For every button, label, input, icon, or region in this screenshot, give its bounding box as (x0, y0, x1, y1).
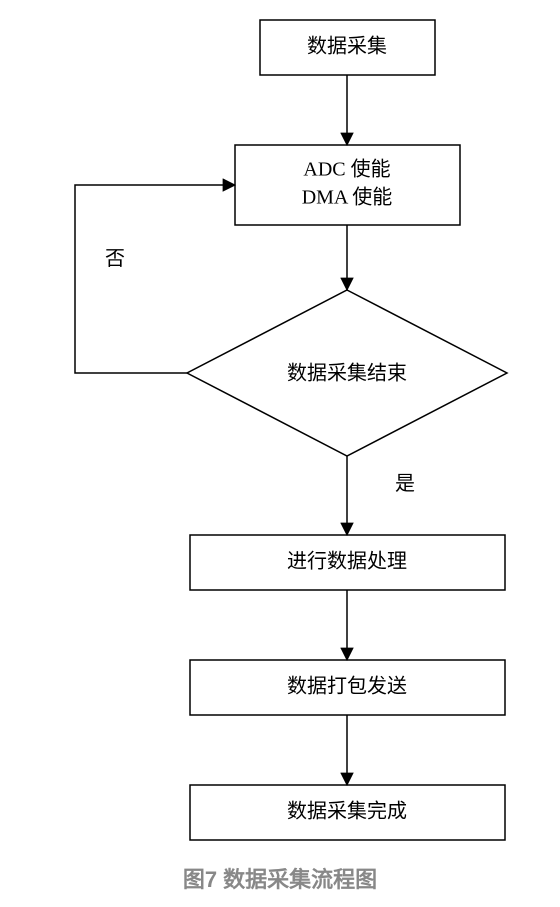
edge-label-yes: 是 (395, 473, 415, 495)
node-label: 进行数据处理 (287, 550, 407, 573)
node-label: 数据采集完成 (287, 800, 407, 823)
node-adc-dma-enable (235, 145, 460, 225)
edge-n3-n2-no (75, 185, 235, 373)
node-label: 数据采集 (307, 35, 387, 58)
node-label: 数据采集结束 (287, 362, 407, 385)
node-label-line2: DMA 使能 (302, 186, 393, 209)
node-label: 数据打包发送 (287, 675, 407, 698)
edge-label-no: 否 (105, 248, 125, 270)
node-label-line1: ADC 使能 (303, 158, 390, 181)
figure-caption: 图7 数据采集流程图 (183, 867, 377, 892)
